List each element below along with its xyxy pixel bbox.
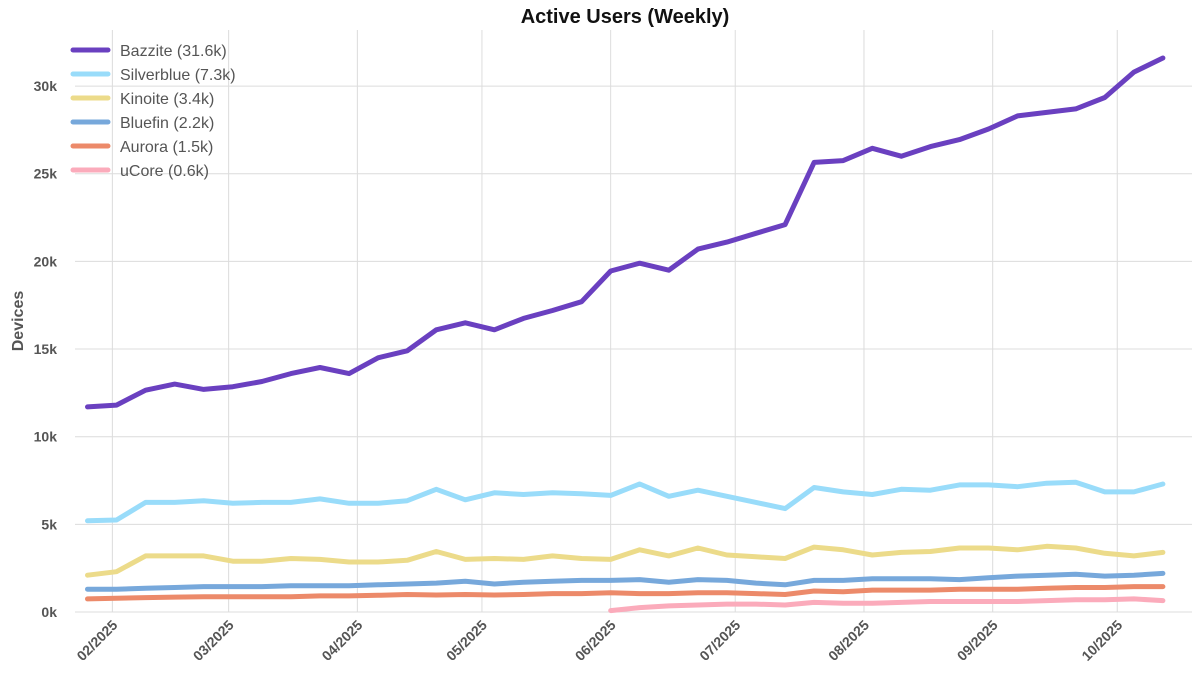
x-tick-label: 08/2025 xyxy=(825,617,872,664)
legend-item: Silverblue (7.3k) xyxy=(70,67,236,84)
y-tick-label: 5k xyxy=(41,516,57,532)
chart-title: Active Users (Weekly) xyxy=(521,6,730,28)
y-axis-label: Devices xyxy=(10,291,27,352)
legend-label: Bluefin (2.2k) xyxy=(120,115,214,132)
series-line-kinoite xyxy=(85,543,1166,578)
x-tick-label: 10/2025 xyxy=(1078,617,1125,664)
y-tick-label: 25k xyxy=(34,166,58,182)
y-tick-label: 0k xyxy=(41,604,57,620)
series-line-silverblue xyxy=(85,479,1166,524)
series-line-bluefin xyxy=(85,570,1166,592)
legend-label: Kinoite (3.4k) xyxy=(120,91,214,108)
y-tick-label: 15k xyxy=(34,341,58,357)
y-tick-label: 30k xyxy=(34,78,58,94)
series-line-aurora xyxy=(85,584,1166,602)
x-tick-label: 05/2025 xyxy=(443,617,490,664)
legend-item: Kinoite (3.4k) xyxy=(70,91,214,108)
x-tick-label: 09/2025 xyxy=(954,617,1001,664)
x-axis: 02/2025 03/2025 04/2025 05/2025 06/2025 07/20… xyxy=(73,617,1125,664)
legend-label: uCore (0.6k) xyxy=(120,163,209,180)
x-tick-label: 03/2025 xyxy=(190,617,237,664)
y-tick-label: 20k xyxy=(34,253,58,269)
grid xyxy=(75,30,1192,613)
legend-label: Silverblue (7.3k) xyxy=(120,67,236,84)
legend-item: Bluefin (2.2k) xyxy=(70,115,214,132)
y-tick-label: 10k xyxy=(34,429,58,445)
series-lines xyxy=(85,55,1166,614)
legend: Bazzite (31.6k) Silverblue (7.3k) Kinoite … xyxy=(70,43,236,180)
legend-item: Bazzite (31.6k) xyxy=(70,43,227,60)
x-tick-label: 06/2025 xyxy=(572,617,619,664)
y-axis: 0k 5k 10k 15k 20k 25k 30k xyxy=(34,78,58,620)
x-tick-label: 04/2025 xyxy=(318,617,365,664)
series-line-bazzite xyxy=(85,55,1166,410)
legend-item: Aurora (1.5k) xyxy=(70,139,213,156)
series-line-ucore xyxy=(608,596,1166,614)
legend-label: Bazzite (31.6k) xyxy=(120,43,227,60)
x-tick-label: 07/2025 xyxy=(696,617,743,664)
x-tick-label: 02/2025 xyxy=(73,617,120,664)
legend-item: uCore (0.6k) xyxy=(70,163,209,180)
legend-label: Aurora (1.5k) xyxy=(120,139,213,156)
